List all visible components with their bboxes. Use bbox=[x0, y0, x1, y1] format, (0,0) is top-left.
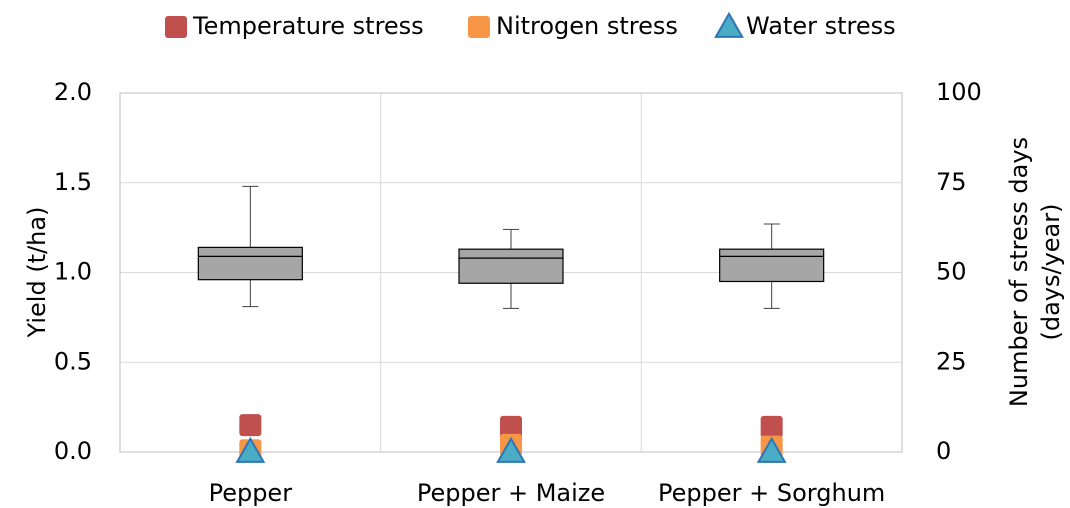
x-tick-label: Pepper + Maize bbox=[417, 479, 605, 507]
y2-tick-label: 50 bbox=[936, 258, 967, 286]
stress-marker bbox=[756, 436, 787, 463]
x-tick-label: Pepper bbox=[209, 479, 293, 507]
y-tick-label: 1.0 bbox=[54, 258, 92, 286]
legend-marker bbox=[714, 11, 744, 38]
legend-label: Water stress bbox=[746, 12, 896, 40]
y2-tick-label: 75 bbox=[936, 168, 967, 196]
y-tick-label: 1.5 bbox=[54, 168, 92, 196]
y2-tick-label: 100 bbox=[936, 78, 982, 106]
legend-marker bbox=[468, 16, 490, 38]
box bbox=[458, 248, 564, 284]
legend-label: Temperature stress bbox=[192, 12, 424, 40]
y2-axis-label: Number of stress days bbox=[1005, 137, 1033, 407]
y-tick-label: 0.0 bbox=[54, 437, 92, 465]
legend-marker bbox=[165, 16, 187, 38]
y2-tick-label: 25 bbox=[936, 347, 967, 375]
stress-marker bbox=[235, 436, 266, 463]
y-tick-label: 2.0 bbox=[54, 78, 92, 106]
stress-marker bbox=[239, 414, 262, 437]
legend-label: Nitrogen stress bbox=[496, 12, 678, 40]
y-axis-label: Yield (t/ha) bbox=[23, 207, 51, 339]
y-tick-label: 0.5 bbox=[54, 347, 92, 375]
stress-marker bbox=[496, 436, 526, 463]
stress-marker bbox=[760, 415, 783, 438]
box bbox=[719, 248, 825, 283]
x-tick-label: Pepper + Sorghum bbox=[658, 479, 885, 507]
box bbox=[197, 246, 303, 281]
stress-marker bbox=[500, 415, 522, 438]
y2-axis-label: (days/year) bbox=[1037, 203, 1065, 340]
y2-tick-label: 0 bbox=[936, 437, 951, 465]
